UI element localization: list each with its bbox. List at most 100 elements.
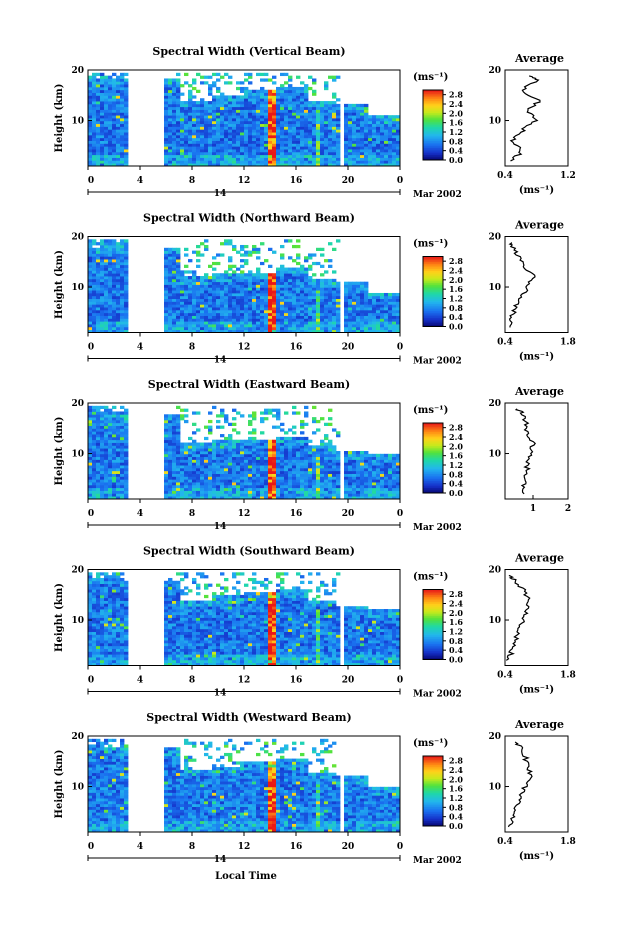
- heatmap-cell: [284, 456, 289, 460]
- heatmap-cell: [124, 493, 129, 497]
- heatmap-cell: [288, 103, 293, 108]
- heatmap-cell: [360, 318, 365, 322]
- heatmap-cell: [108, 476, 113, 480]
- heatmap-cell: [276, 304, 281, 308]
- heatmap-cell: [208, 120, 213, 125]
- heatmap-cell: [364, 115, 369, 119]
- heatmap-cell: [216, 123, 221, 127]
- heatmap-cell: [260, 146, 265, 150]
- heatmap-cell: [176, 329, 181, 333]
- heatmap-cell: [192, 479, 197, 483]
- heatmap-cell: [328, 154, 333, 158]
- heatmap-cell: [188, 92, 193, 96]
- heatmap-cell: [240, 462, 245, 466]
- heatmap-cell: [296, 281, 301, 285]
- heatmap-cell: [320, 329, 325, 333]
- heatmap-cell: [180, 473, 185, 477]
- heatmap-cell: [164, 453, 169, 458]
- heatmap-cell: [104, 103, 109, 108]
- heatmap-cell: [276, 414, 281, 418]
- heatmap-cell: [204, 101, 209, 105]
- heatmap-cell: [196, 467, 201, 472]
- heatmap-cell: [284, 287, 289, 291]
- heatmap-cell: [260, 484, 265, 489]
- heatmap-cell: [316, 134, 321, 139]
- heatmap-cell: [228, 290, 233, 294]
- heatmap-cell: [192, 431, 197, 435]
- heatmap-cell: [164, 273, 169, 277]
- heatmap-cell: [360, 309, 365, 314]
- heatmap-cell: [276, 120, 281, 125]
- heatmap-cell: [176, 149, 181, 153]
- heatmap-cell: [280, 465, 285, 469]
- heatmap-cell: [196, 149, 201, 153]
- heatmap-cell: [308, 253, 313, 257]
- heatmap-cell: [252, 120, 257, 125]
- heatmap-cell: [92, 72, 97, 77]
- heatmap-cell: [244, 453, 249, 458]
- heatmap-cell: [316, 140, 321, 144]
- heatmap-cell: [292, 149, 297, 153]
- heatmap-cell: [200, 112, 205, 116]
- heatmap-cell: [336, 324, 341, 328]
- heatmap-cell: [296, 149, 301, 153]
- heatmap-cell: [200, 137, 205, 141]
- heatmap-cell: [228, 120, 233, 125]
- heatmap-cell: [196, 250, 201, 254]
- heatmap-cell: [180, 321, 185, 325]
- heatmap-cell: [188, 496, 193, 500]
- heatmap-cell: [196, 89, 201, 93]
- heatmap-cell: [100, 276, 105, 280]
- heatmap-cell: [272, 298, 277, 302]
- heatmap-cell: [356, 123, 361, 127]
- heatmap-cell: [196, 442, 201, 446]
- heatmap-cell: [236, 442, 241, 446]
- heatmap-cell: [120, 137, 125, 141]
- heatmap-cell: [120, 467, 125, 472]
- heatmap-cell: [280, 143, 285, 147]
- heatmap-cell: [216, 482, 221, 486]
- heatmap-cell: [336, 106, 341, 110]
- heatmap-cell: [292, 467, 297, 472]
- heatmap-cell: [104, 95, 109, 99]
- heatmap-cell: [356, 126, 361, 130]
- heatmap-cell: [292, 123, 297, 127]
- heatmap-cell: [112, 290, 117, 294]
- heatmap-cell: [316, 304, 321, 308]
- heatmap-cell: [88, 154, 93, 158]
- heatmap-cell: [196, 470, 201, 474]
- heatmap-cell: [328, 137, 333, 141]
- heatmap-cell: [176, 261, 181, 266]
- heatmap-cell: [316, 151, 321, 156]
- heatmap-cell: [96, 273, 101, 277]
- heatmap-cell: [220, 326, 225, 331]
- heatmap-cell: [260, 482, 265, 486]
- heatmap-cell: [272, 482, 277, 486]
- heatmap-cell: [236, 307, 241, 311]
- heatmap-cell: [168, 278, 173, 283]
- heatmap-cell: [304, 146, 309, 150]
- heatmap-cell: [184, 163, 189, 167]
- heatmap-cell: [100, 253, 105, 257]
- colorbar-tick-label: 0.4: [449, 146, 463, 156]
- heatmap-cell: [88, 242, 93, 246]
- heatmap-cell: [344, 163, 349, 167]
- heatmap-cell: [304, 445, 309, 449]
- heatmap-cell: [360, 149, 365, 153]
- heatmap-cell: [116, 109, 121, 113]
- heatmap-cell: [272, 284, 277, 288]
- heatmap-cell: [216, 329, 221, 333]
- heatmap-cell: [348, 301, 353, 305]
- heatmap-cell: [224, 157, 229, 161]
- heatmap-cell: [124, 496, 129, 500]
- heatmap-cell: [252, 465, 257, 469]
- heatmap-cell: [164, 428, 169, 432]
- heatmap-cell: [276, 132, 281, 136]
- heatmap-cell: [316, 324, 321, 328]
- colorbar-unit: (ms⁻¹): [413, 72, 448, 83]
- heatmap-cell: [376, 160, 381, 164]
- heatmap-cell: [112, 326, 117, 331]
- heatmap-cell: [272, 309, 277, 314]
- heatmap-cell: [224, 436, 229, 441]
